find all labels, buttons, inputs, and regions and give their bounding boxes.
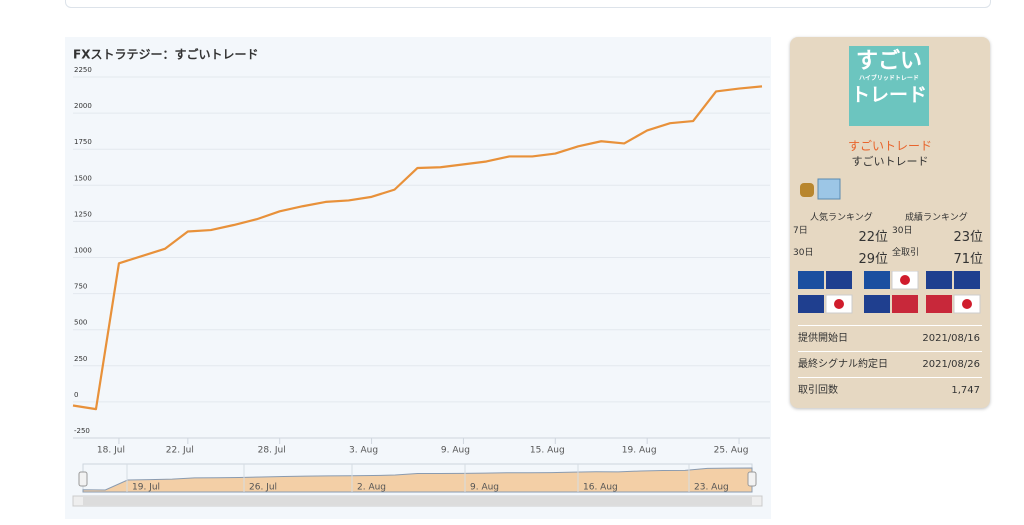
top-panel <box>65 0 991 8</box>
x-tick-label: 3. Aug <box>349 446 378 456</box>
y-tick-label: 1250 <box>74 210 92 218</box>
ranking-value: 22位 <box>858 230 888 245</box>
y-tick-label: 500 <box>74 319 87 327</box>
navigator-label: 16. Aug <box>583 483 618 493</box>
x-tick-label: 9. Aug <box>441 446 470 456</box>
icons <box>800 178 841 200</box>
ranking-period: 全取引 <box>892 248 920 258</box>
info-row: 取引回数 1,747 <box>798 377 982 403</box>
y-tick-label: 1750 <box>74 138 92 146</box>
logo[interactable]: すごい ハイブリッドトレード トレード <box>849 46 929 126</box>
info-label: 提供開始日 <box>798 333 848 344</box>
y-tick-label: 0 <box>74 391 78 399</box>
info-value: 2021/08/26 <box>922 359 980 370</box>
y-tick-label: 1500 <box>74 174 92 182</box>
chart-title: FXストラテジー：すごいトレード <box>73 47 258 62</box>
y-tick-label: -250 <box>74 427 90 435</box>
author: すごいトレード <box>851 155 929 168</box>
strategy-name[interactable]: すごいトレード <box>847 139 932 153</box>
navigator-label: 23. Aug <box>694 483 729 493</box>
y-tick-label: 1000 <box>74 247 92 255</box>
x-tick-label: 22. Jul <box>166 446 194 456</box>
info-label: 最終シグナル約定日 <box>798 359 888 370</box>
info-label: 取引回数 <box>798 385 838 396</box>
ranking-header: 成績ランキング <box>905 213 968 223</box>
navigator-handle[interactable] <box>747 471 757 487</box>
y-tick-label: 750 <box>74 283 87 291</box>
x-tick-label: 28. Jul <box>258 446 286 456</box>
info-value: 2021/08/16 <box>922 333 980 344</box>
navigator-label: 26. Jul <box>249 483 277 493</box>
x-tick-label: 25. Aug <box>714 446 749 456</box>
navigator-label: 19. Jul <box>132 483 160 493</box>
navigator-label: 2. Aug <box>357 483 386 493</box>
currency-flags <box>798 271 981 314</box>
logo-text: トレード <box>850 84 927 106</box>
ranking-period: 30日 <box>892 226 913 236</box>
strategy-card: すごい ハイブリッドトレード トレード すごいトレード すごいトレード 人気ラン… <box>790 37 990 408</box>
ranking-value: 29位 <box>858 252 888 267</box>
ranking-period: 30日 <box>793 248 814 258</box>
logo-text: すごい <box>855 49 922 74</box>
info-value: 1,747 <box>951 385 980 396</box>
ranking-value: 71位 <box>953 252 983 267</box>
scrollbar-thumb[interactable] <box>83 497 752 505</box>
info-row: 提供開始日 2021/08/16 <box>798 325 982 351</box>
navigator-handle[interactable] <box>78 471 88 487</box>
chart-background <box>65 37 771 519</box>
line <box>72 85 763 411</box>
ranking-value: 23位 <box>953 230 983 245</box>
navigator-label: 9. Aug <box>470 483 499 493</box>
x-tick-label: 18. Jul <box>97 446 125 456</box>
y-tick-label: 2000 <box>74 102 92 110</box>
x-tick-label: 19. Aug <box>622 446 657 456</box>
x-tick-label: 15. Aug <box>530 446 565 456</box>
ranking-header: 人気ランキング <box>810 213 873 223</box>
chart: FXストラテジー：すごいトレード -250 0 250 500 750 1000 1250 1… <box>65 37 771 519</box>
navigator-area <box>82 467 753 493</box>
info-row: 最終シグナル約定日 2021/08/26 <box>798 351 982 377</box>
y-tick-label: 2250 <box>74 66 92 74</box>
logo-text: ハイブリッドトレード <box>859 75 919 82</box>
ranking-period: 7日 <box>793 226 808 236</box>
y-tick-label: 250 <box>74 355 87 363</box>
